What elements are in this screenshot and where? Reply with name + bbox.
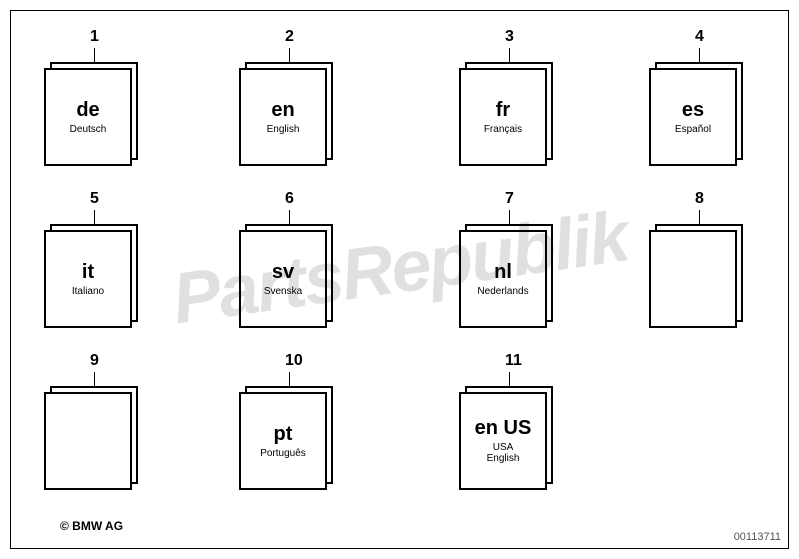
language-code: de [76, 100, 99, 120]
language-name: English [267, 124, 300, 135]
book-front-page: de Deutsch [44, 68, 132, 166]
connector-line [289, 210, 290, 224]
document-number: 00113711 [734, 531, 781, 543]
book-front-page [649, 230, 737, 328]
connector-line [289, 48, 290, 62]
book-number: 8 [695, 190, 704, 208]
book-number: 3 [505, 28, 514, 46]
connector-line [289, 372, 290, 386]
book-front-page: es Español [649, 68, 737, 166]
book-front-page: it Italiano [44, 230, 132, 328]
connector-line [509, 372, 510, 386]
book-number: 11 [505, 352, 522, 370]
book-number: 4 [695, 28, 704, 46]
language-name: Français [484, 124, 522, 135]
connector-line [509, 210, 510, 224]
language-name: USA English [487, 442, 520, 464]
language-name: Svenska [264, 286, 302, 297]
language-name: Italiano [72, 286, 104, 297]
book-number: 10 [285, 352, 303, 370]
language-code: it [82, 262, 94, 282]
language-code: en US [475, 418, 532, 438]
book-front-page: en US USA English [459, 392, 547, 490]
book-number: 9 [90, 352, 99, 370]
language-code: fr [496, 100, 510, 120]
connector-line [94, 210, 95, 224]
connector-line [699, 210, 700, 224]
book-number: 2 [285, 28, 294, 46]
book-front-page: sv Svenska [239, 230, 327, 328]
connector-line [699, 48, 700, 62]
book-front-page: nl Nederlands [459, 230, 547, 328]
book-number: 1 [90, 28, 99, 46]
language-name: Deutsch [70, 124, 107, 135]
language-code: sv [272, 262, 294, 282]
connector-line [509, 48, 510, 62]
book-number: 7 [505, 190, 514, 208]
language-code: nl [494, 262, 512, 282]
language-code: pt [274, 424, 293, 444]
connector-line [94, 48, 95, 62]
language-code: en [271, 100, 294, 120]
language-code: es [682, 100, 704, 120]
language-name: Nederlands [477, 286, 528, 297]
language-name: Español [675, 124, 711, 135]
copyright: © BMW AG [60, 519, 123, 533]
book-front-page [44, 392, 132, 490]
book-front-page: fr Français [459, 68, 547, 166]
book-number: 6 [285, 190, 294, 208]
book-front-page: en English [239, 68, 327, 166]
language-name: Português [260, 448, 306, 459]
book-front-page: pt Português [239, 392, 327, 490]
book-number: 5 [90, 190, 99, 208]
connector-line [94, 372, 95, 386]
